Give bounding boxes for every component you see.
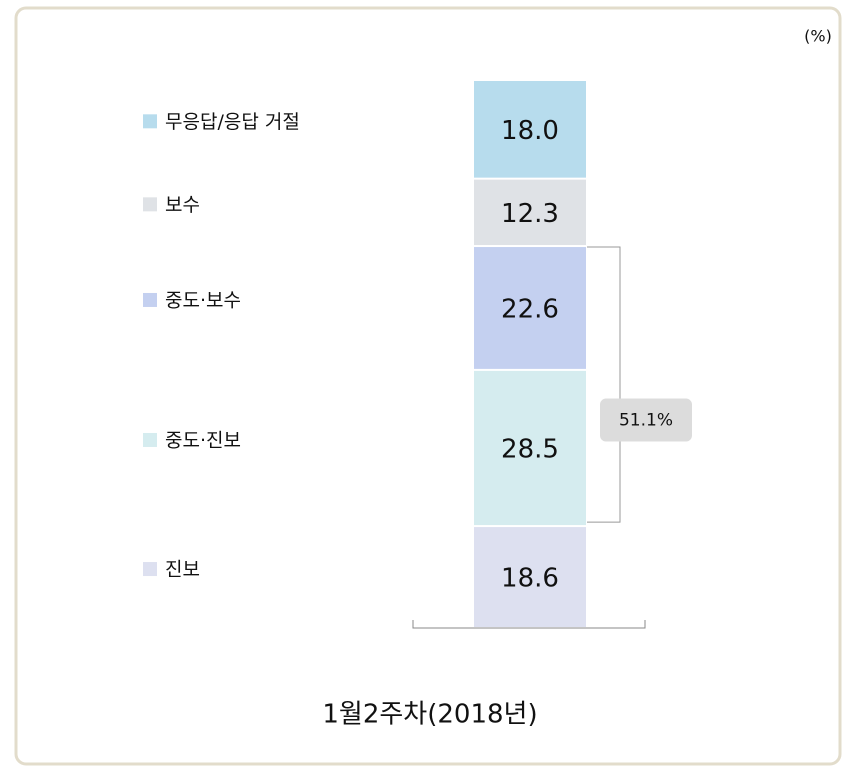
- unit-label: (%): [804, 27, 832, 46]
- legend-swatch: [143, 432, 157, 447]
- bar-segment: [474, 179, 586, 246]
- legend-swatch: [143, 197, 157, 212]
- data-label: 28.5: [501, 434, 559, 464]
- legend-label: 진보: [165, 559, 200, 581]
- bar-segment: [474, 370, 586, 526]
- data-label: 18.0: [501, 116, 559, 146]
- bar-segment: [474, 81, 586, 178]
- legend-label: 무응답/응답 거절: [165, 111, 300, 133]
- legend-swatch: [143, 292, 157, 307]
- legend-label: 보수: [165, 194, 200, 216]
- annotation-label: 51.1%: [619, 411, 673, 431]
- data-label: 18.6: [501, 564, 559, 594]
- x-tick-label: 1월2주차(2018년): [322, 700, 537, 730]
- legend-swatch: [143, 562, 157, 577]
- annotation-box: [600, 398, 692, 442]
- bar-segment: [474, 527, 586, 627]
- legend-label: 중도·진보: [165, 429, 241, 451]
- bracket: [587, 246, 621, 523]
- panel: [14, 6, 842, 766]
- data-label: 12.3: [501, 199, 559, 229]
- bar-segment: [474, 247, 586, 369]
- legend-label: 중도·보수: [165, 289, 241, 311]
- legend-swatch: [143, 114, 157, 129]
- data-label: 22.6: [501, 294, 559, 324]
- axis-line: [412, 620, 646, 629]
